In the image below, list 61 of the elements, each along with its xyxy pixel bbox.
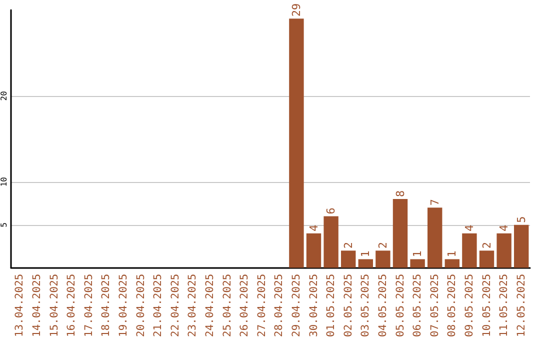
bar: [341, 250, 356, 268]
x-tick-label: 01.05.2025: [325, 274, 338, 338]
y-tick-label: 10: [0, 176, 8, 187]
bar: [514, 224, 529, 268]
bar: [324, 216, 338, 268]
x-tick-label: 02.05.2025: [342, 274, 354, 338]
data-label: 29: [290, 3, 303, 17]
bar: [496, 233, 512, 268]
data-label: 2: [480, 242, 494, 249]
x-tick-label: 21.04.2025: [152, 274, 164, 338]
x-tick-label: 10.05.2025: [480, 274, 493, 338]
bar: [306, 233, 322, 268]
x-tick-label: 17.04.2025: [82, 274, 95, 338]
x-tick-label: 07.05.2025: [428, 274, 441, 338]
bar: [376, 250, 390, 268]
bar: [358, 259, 374, 268]
data-label: 4: [498, 224, 511, 232]
x-tick-label: 26.04.2025: [238, 274, 251, 338]
bar: [289, 18, 304, 268]
x-tick-label: 27.04.2025: [256, 274, 268, 338]
x-tick-label: 13.04.2025: [14, 274, 26, 338]
x-tick-label: 15.04.2025: [48, 274, 60, 338]
x-tick-label: 29.04.2025: [290, 274, 302, 338]
x-tick-label: 08.05.2025: [446, 274, 458, 338]
x-tick-label: 05.05.2025: [394, 274, 406, 338]
x-tick-label: 20.04.2025: [134, 274, 147, 338]
x-tick-label: 06.05.2025: [412, 274, 424, 338]
y-tick-label: 5: [0, 222, 8, 228]
x-tick-label: 23.04.2025: [186, 274, 199, 338]
x-tick-label: 22.04.2025: [169, 274, 182, 338]
x-tick-label: 19.04.2025: [117, 274, 130, 338]
x-tick-label: 03.05.2025: [360, 274, 372, 338]
x-tick-label: 04.05.2025: [376, 274, 389, 338]
data-label: 6: [324, 208, 338, 214]
x-tick-label: 16.04.2025: [66, 274, 78, 338]
data-label: 7: [428, 199, 442, 206]
x-tick-label: 11.05.2025: [498, 274, 510, 338]
x-tick-label: 24.04.2025: [204, 274, 216, 338]
data-label: 1: [411, 250, 424, 258]
data-label: 8: [394, 190, 407, 198]
data-label: 4: [307, 224, 320, 232]
bar: [444, 259, 460, 268]
data-label: 1: [359, 250, 372, 258]
data-label: 1: [446, 250, 459, 258]
x-tick-label: 09.05.2025: [463, 274, 476, 338]
data-label: 5: [514, 216, 528, 223]
x-tick-label: 25.04.2025: [221, 274, 234, 338]
bar: [410, 259, 425, 268]
bar: [392, 199, 408, 268]
x-tick-label: 14.04.2025: [30, 274, 43, 338]
x-tick-label: 18.04.2025: [100, 274, 112, 338]
x-tick-label: 30.04.2025: [308, 274, 320, 338]
data-label: 2: [342, 242, 355, 249]
bar: [479, 250, 494, 268]
x-tick-label: 12.05.2025: [515, 274, 528, 338]
bar: [428, 208, 442, 268]
y-tick-label: 20: [0, 90, 8, 101]
data-label: 4: [462, 224, 476, 232]
x-tick-label: 28.04.2025: [273, 274, 286, 338]
data-label: 2: [376, 242, 390, 249]
bar: [462, 233, 477, 268]
